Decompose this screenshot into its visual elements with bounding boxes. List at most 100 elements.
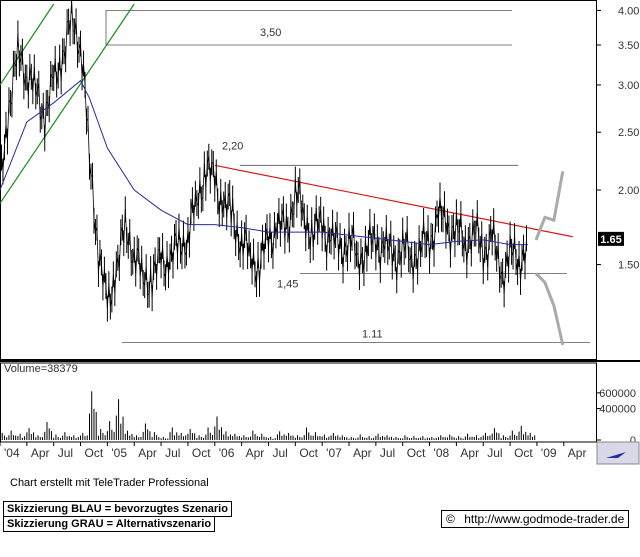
price-line [59, 57, 62, 82]
price-line [11, 63, 14, 105]
price-line [274, 224, 277, 236]
price-line [317, 218, 320, 232]
price-line [115, 257, 119, 265]
price-line [350, 237, 353, 249]
price-line [373, 226, 377, 258]
price-line [35, 90, 38, 97]
price-line [520, 257, 523, 282]
price-line [104, 269, 107, 286]
price-line [342, 241, 345, 271]
price-line [384, 227, 387, 250]
price-line [376, 236, 380, 250]
price-line [186, 229, 189, 253]
price-line [230, 198, 234, 224]
x-tick-label: Apr [353, 446, 372, 460]
price-line [53, 58, 56, 78]
price-line [199, 179, 202, 200]
price-line [490, 228, 493, 243]
price-line [348, 225, 351, 249]
price-line [136, 247, 140, 252]
x-tick-label: '06 [219, 446, 235, 460]
x-tick-label: Apr [568, 446, 587, 460]
price-line [505, 253, 508, 265]
price-line [305, 217, 308, 238]
price-line [156, 249, 159, 277]
price-line [312, 226, 316, 248]
price-line [16, 33, 19, 67]
price-line [232, 198, 235, 227]
price-line [181, 233, 184, 256]
price-line [241, 233, 244, 257]
price-line [323, 219, 326, 239]
price-line [259, 255, 262, 284]
website-url[interactable]: http://www.godmode-trader.de [464, 512, 625, 526]
price-line [118, 231, 122, 268]
price-line [108, 283, 111, 307]
price-line [197, 179, 201, 206]
legend-grau: Skizzierung GRAU = Alternativszenario [3, 516, 216, 532]
price-line [112, 273, 116, 293]
price-line [212, 163, 216, 189]
price-line [512, 235, 515, 257]
price-line [475, 212, 478, 234]
x-tick-label: '08 [434, 446, 450, 460]
price-chart: 4.00 3.50 3.00 2.50 2.00 1.50 3,50 2,20 1,45 1.11… [0, 0, 640, 465]
price-line [21, 51, 25, 87]
price-line [375, 236, 378, 258]
price-line [494, 247, 498, 259]
price-line [71, 0, 74, 31]
price-line [98, 252, 101, 274]
price-line [60, 50, 64, 82]
price-line [412, 253, 416, 280]
price-line [205, 163, 208, 188]
price-line [327, 229, 331, 241]
price-line [391, 248, 395, 267]
price-line [326, 229, 329, 258]
price-line [302, 207, 305, 216]
price-line [245, 227, 248, 256]
price-line [17, 33, 20, 64]
price-line [476, 212, 480, 241]
volume-title: Volume=38379 [4, 363, 78, 375]
price-line [524, 237, 527, 267]
price-tick-label: 3.50 [618, 40, 639, 52]
price-line [269, 225, 272, 245]
price-line [239, 233, 243, 255]
price-line [220, 191, 223, 213]
price-line [282, 208, 286, 241]
volume-tick-label: 0 [630, 435, 636, 447]
website-credit[interactable]: © http://www.godmode-trader.de [441, 510, 630, 528]
x-tick-label: '09 [541, 446, 557, 460]
price-line [336, 224, 339, 258]
price-line [247, 243, 250, 256]
price-line [402, 230, 405, 252]
price-line [464, 237, 468, 266]
price-line [166, 253, 169, 275]
price-line [39, 115, 43, 120]
price-line [33, 67, 37, 96]
price-line [338, 235, 341, 258]
level-label: 1.11 [362, 329, 383, 341]
price-line [218, 191, 222, 214]
price-line [242, 234, 246, 257]
price-line [124, 209, 128, 240]
price-line [139, 258, 143, 276]
price-line [341, 250, 344, 271]
price-line [215, 172, 219, 202]
price-line [150, 268, 153, 298]
price-line [80, 43, 83, 77]
price-line [454, 211, 457, 244]
price-line [32, 67, 35, 91]
price-line [444, 203, 447, 236]
x-tick-label: Oct [299, 446, 318, 460]
price-line [42, 105, 46, 139]
price-line [491, 220, 495, 243]
price-line [248, 243, 251, 256]
price-line [330, 222, 334, 242]
price-line [159, 249, 162, 266]
price-line [260, 237, 263, 256]
price-tick-label: 1.50 [618, 260, 639, 272]
price-line [224, 194, 228, 218]
price-line [48, 73, 52, 109]
price-line [190, 199, 193, 212]
